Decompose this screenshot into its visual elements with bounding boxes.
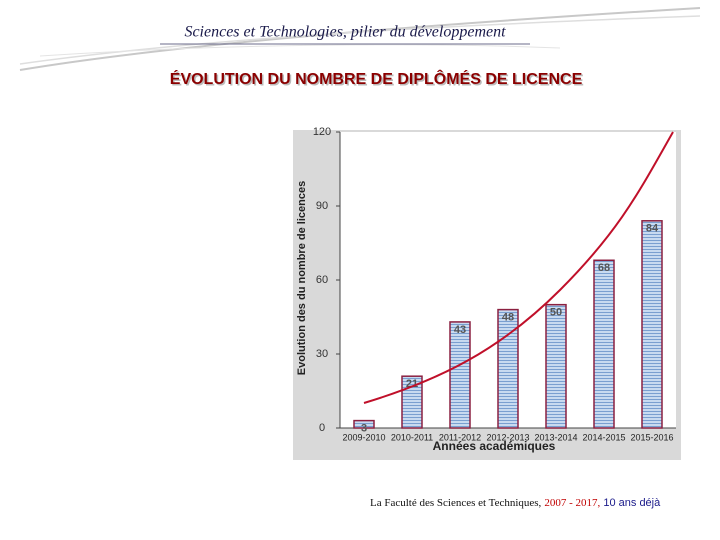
x-tick-label: 2015-2016 bbox=[630, 432, 673, 442]
x-tick-label: 2011-2012 bbox=[439, 432, 481, 442]
y-tick-label: 0 bbox=[319, 422, 325, 434]
bar bbox=[497, 308, 519, 429]
x-tick-label: 2010-2011 bbox=[391, 432, 433, 442]
value-label: 48 bbox=[502, 312, 514, 324]
footer-suffix: 10 ans déjà bbox=[603, 497, 661, 509]
chart-title: ÉVOLUTION DU NOMBRE DE DIPLÔMÉS DE LICEN… bbox=[170, 69, 583, 88]
x-axis-label: Années académiques bbox=[433, 439, 556, 453]
value-label: 84 bbox=[646, 223, 659, 235]
footer-prefix: La Faculté des Sciences et Techniques, bbox=[370, 497, 542, 509]
y-tick-label: 30 bbox=[316, 348, 328, 360]
y-tick-label: 60 bbox=[316, 274, 328, 286]
bar bbox=[593, 259, 615, 429]
y-tick-label: 90 bbox=[316, 200, 328, 212]
value-label: 43 bbox=[454, 324, 466, 336]
chart-title-shadow: ÉVOLUTION DU NOMBRE DE DIPLÔMÉS DE LICEN… bbox=[171, 71, 584, 90]
slide-title: Sciences et Technologies, pilier du déve… bbox=[184, 24, 506, 41]
decor-swoosh bbox=[19, 15, 701, 65]
bar bbox=[449, 321, 471, 429]
y-tick-label: 120 bbox=[313, 126, 331, 138]
x-tick-label: 2009-2010 bbox=[342, 432, 385, 442]
footer-years: 2007 - 2017, bbox=[544, 497, 600, 509]
footer: La Faculté des Sciences et Techniques, 2… bbox=[370, 497, 661, 509]
bar bbox=[353, 419, 375, 429]
decor-swoosh bbox=[39, 44, 561, 57]
value-label: 50 bbox=[550, 307, 562, 319]
x-tick-label: 2014-2015 bbox=[582, 432, 625, 442]
bar bbox=[641, 220, 663, 429]
x-tick-label: 2013-2014 bbox=[534, 432, 577, 442]
value-label: 3 bbox=[361, 423, 367, 435]
plot: 03060901202009-201032010-2011212011-2012… bbox=[313, 126, 676, 442]
value-label: 68 bbox=[598, 262, 610, 274]
y-axis-label: Evolution des du nombre de licences bbox=[296, 181, 308, 375]
bar bbox=[545, 303, 567, 429]
x-tick-label: 2012-2013 bbox=[486, 432, 529, 442]
trend-curve bbox=[363, 131, 674, 404]
